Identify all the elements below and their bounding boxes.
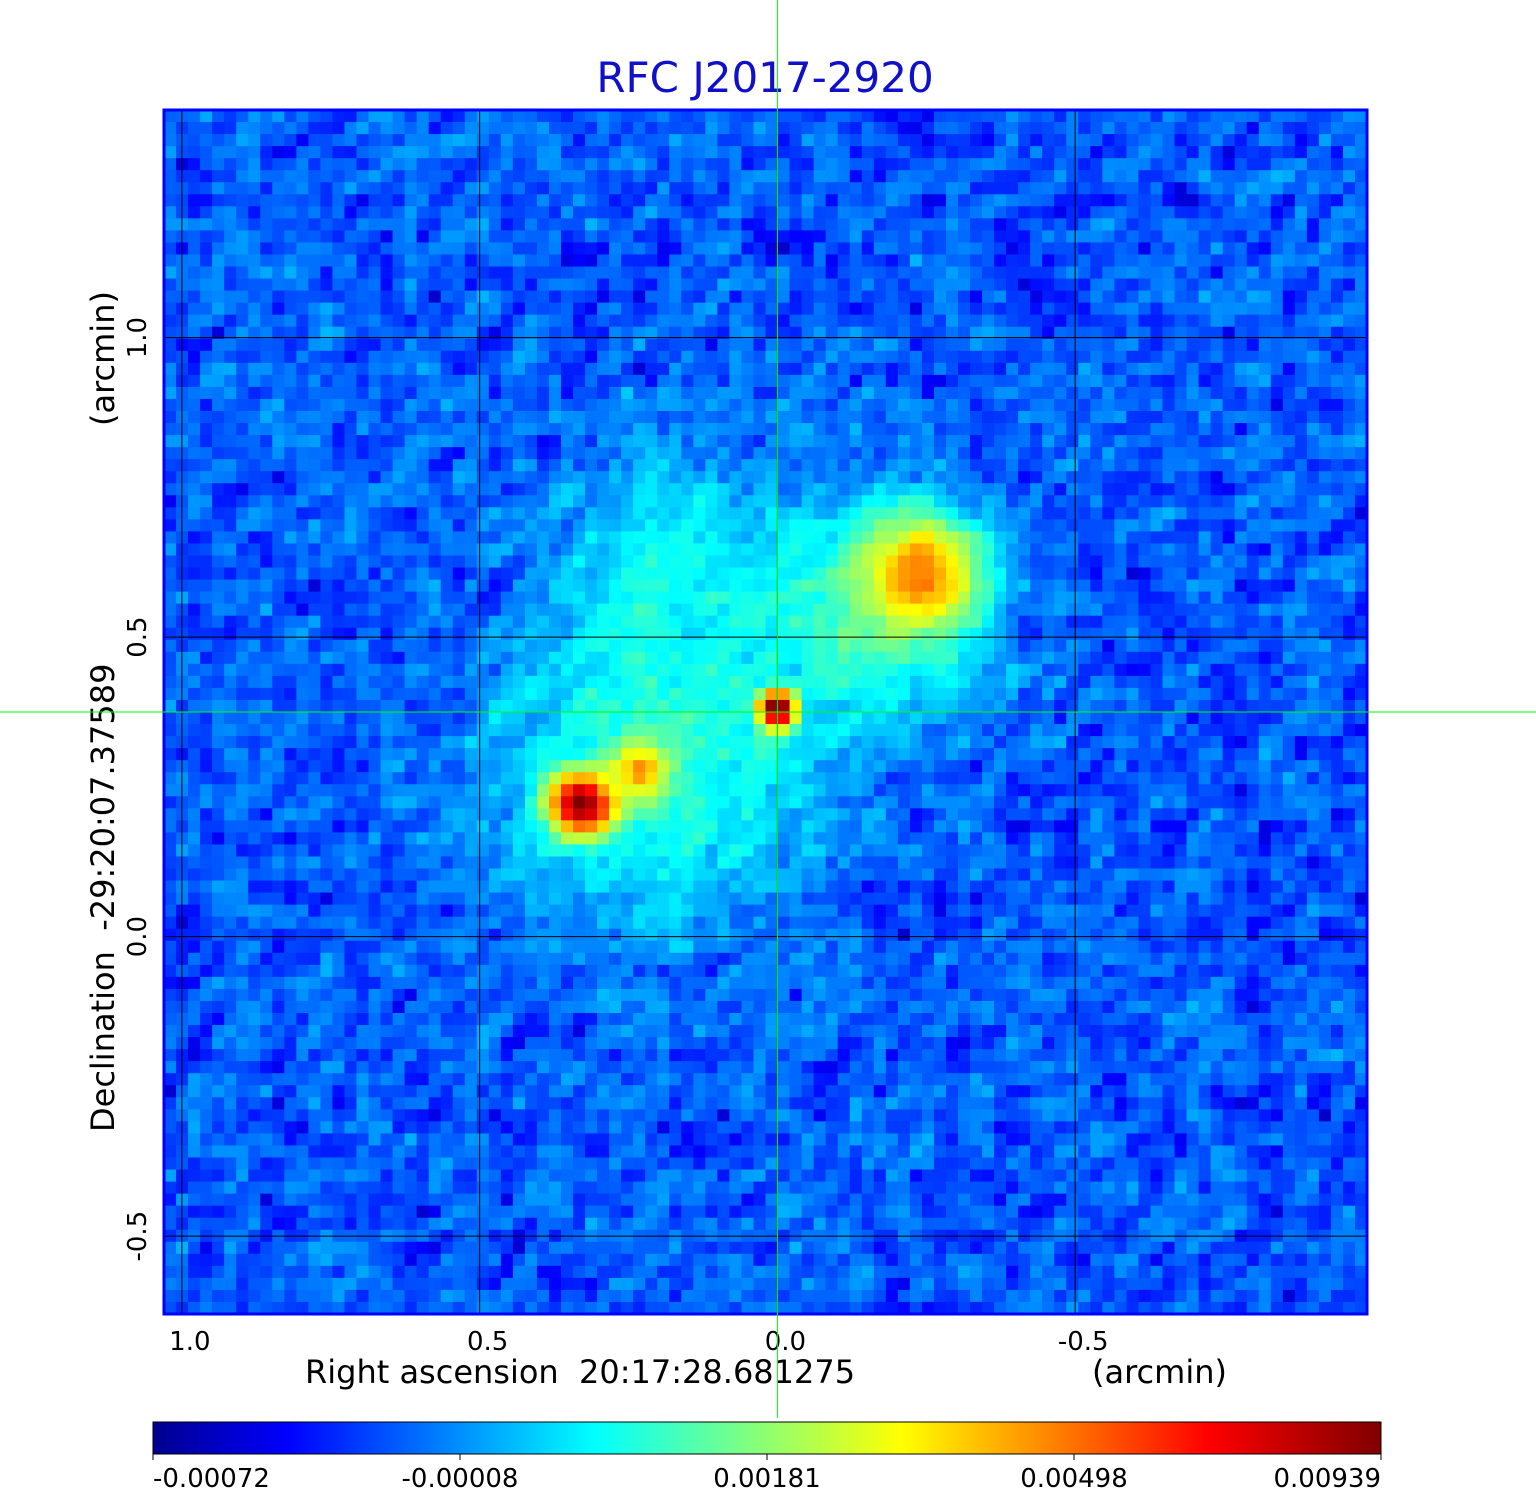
x-axis-label: Right ascension 20:17:28.681275 xyxy=(305,1353,855,1391)
chart-title: RFC J2017-2920 xyxy=(596,53,933,102)
x-axis-unit: (arcmin) xyxy=(1092,1353,1227,1391)
colorbar-tick-label: 0.00939 xyxy=(1273,1464,1381,1494)
colorbar-tick-label: 0.00181 xyxy=(713,1464,821,1494)
crosshair xyxy=(0,0,1536,1418)
x-tick-labels: 1.0 0.5 0.0 -0.5 xyxy=(169,1327,1108,1357)
colorbar-ticks: -0.00072 -0.00008 0.00181 0.00498 0.00939 xyxy=(152,1454,1382,1494)
colorbar xyxy=(152,1421,1382,1455)
y-tick-label: 0.0 xyxy=(123,916,153,957)
y-axis-label: Declination -29:20:07.37589 xyxy=(84,664,122,1132)
y-tick-label: 0.5 xyxy=(123,616,153,657)
colorbar-tick-label: -0.00008 xyxy=(402,1464,519,1494)
x-tick-label: 1.0 xyxy=(169,1327,210,1357)
x-tick-label: 0.0 xyxy=(765,1327,806,1357)
x-tick-label: -0.5 xyxy=(1058,1327,1109,1357)
y-tick-label: -0.5 xyxy=(123,1211,153,1262)
y-tick-labels: -0.5 0.0 0.5 1.0 xyxy=(123,317,153,1262)
y-tick-label: 1.0 xyxy=(123,317,153,358)
x-tick-label: 0.5 xyxy=(467,1327,508,1357)
colorbar-tick-label: -0.00072 xyxy=(153,1464,270,1494)
colorbar-tick-label: 0.00498 xyxy=(1020,1464,1128,1494)
heatmap-image xyxy=(164,110,1368,1315)
y-axis-unit: (arcmin) xyxy=(84,291,122,426)
